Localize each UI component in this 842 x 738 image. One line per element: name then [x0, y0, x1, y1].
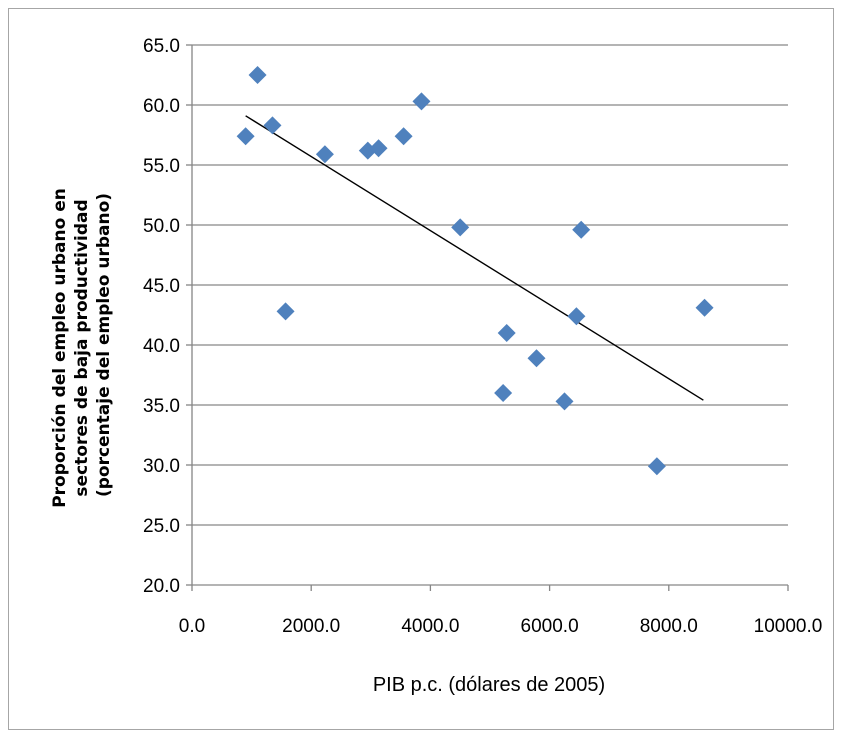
x-tick-label-3: 6000.0 [521, 616, 579, 637]
data-points [236, 66, 714, 476]
data-point-11 [497, 324, 516, 342]
data-point-15 [572, 220, 591, 239]
y-tick-label-8: 60.0 [143, 96, 180, 117]
data-point-10 [494, 384, 513, 402]
trendline-layer [245, 115, 704, 401]
axes [186, 44, 789, 591]
y-axis-title-line-2: sectores de baja productividad [72, 199, 92, 496]
data-point-2 [263, 116, 282, 135]
data-point-16 [647, 457, 666, 476]
y-tick-label-7: 55.0 [143, 156, 180, 177]
x-tick-label-1: 2000.0 [282, 616, 340, 637]
y-axis-title-line-3: (porcentaje del empleo urbano) [94, 193, 114, 497]
y-tick-label-4: 40.0 [143, 336, 180, 357]
chart-frame [8, 8, 834, 730]
data-point-6 [369, 139, 388, 158]
y-axis-title: Proporción del empleo urbano en sectores… [50, 182, 114, 508]
gridlines [192, 44, 788, 526]
y-tick-label-0: 20.0 [143, 576, 180, 597]
x-tick-label-4: 8000.0 [640, 616, 698, 637]
data-point-9 [451, 218, 470, 237]
data-point-13 [555, 392, 574, 411]
data-point-14 [567, 307, 586, 326]
tick-labels: 20.0 25.0 30.0 35.0 40.0 45.0 50.0 55.0 60.0 65.0… [143, 36, 822, 637]
y-axis-title-line-1: Proporción del empleo urbano en [50, 188, 70, 508]
trendline [245, 115, 704, 401]
y-tick-label-2: 30.0 [143, 456, 180, 477]
data-point-4 [315, 145, 334, 164]
y-tick-label-3: 35.0 [143, 396, 180, 417]
data-point-0 [236, 127, 255, 146]
y-tick-label-1: 25.0 [143, 516, 180, 537]
x-tick-label-5: 10000.0 [754, 616, 823, 637]
y-tick-label-5: 45.0 [143, 276, 180, 297]
data-point-7 [394, 127, 413, 146]
data-point-3 [276, 302, 295, 321]
data-point-1 [248, 66, 267, 84]
data-point-8 [412, 92, 431, 111]
x-axis-title: PIB p.c. (dólares de 2005) [373, 674, 605, 696]
data-point-12 [527, 349, 546, 368]
y-tick-label-9: 65.0 [143, 36, 180, 57]
x-tick-label-0: 0.0 [179, 616, 205, 637]
data-point-17 [695, 298, 714, 317]
y-tick-label-6: 50.0 [143, 216, 180, 237]
x-tick-label-2: 4000.0 [401, 616, 459, 637]
